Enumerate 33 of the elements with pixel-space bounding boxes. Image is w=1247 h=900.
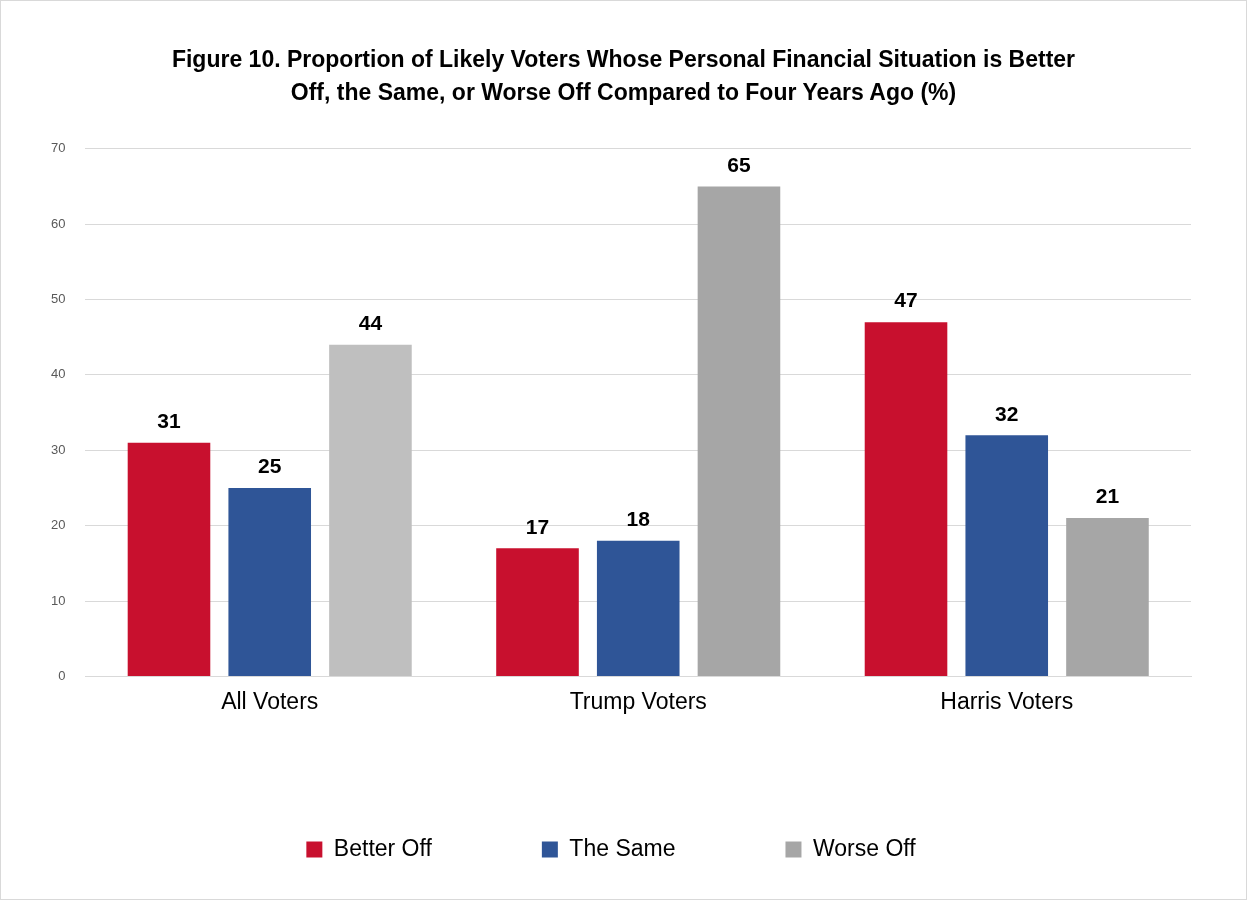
- data-label: 65: [727, 152, 751, 176]
- data-label: 47: [894, 288, 918, 312]
- legend-label: The Same: [569, 834, 676, 861]
- data-label: 31: [157, 409, 181, 433]
- x-tick-label: Harris Voters: [940, 687, 1074, 714]
- y-tick-label: 70: [50, 140, 66, 156]
- bar: [596, 540, 680, 676]
- y-tick-label: 30: [50, 441, 66, 457]
- bar: [228, 487, 312, 676]
- x-tick-label: Trump Voters: [569, 687, 707, 714]
- legend-label: Better Off: [333, 834, 433, 861]
- legend-label: Worse Off: [812, 834, 917, 861]
- y-tick-label: 20: [50, 517, 66, 533]
- data-label: 32: [995, 401, 1019, 425]
- data-label: 17: [525, 514, 550, 538]
- bar: [697, 186, 781, 676]
- y-tick-label: 0: [58, 667, 66, 683]
- data-label: 21: [1095, 484, 1120, 508]
- bar: [329, 344, 412, 676]
- data-label: 18: [626, 507, 651, 531]
- y-tick-label: 60: [50, 215, 66, 231]
- y-tick-label: 50: [50, 291, 66, 307]
- chart-title: Figure 10. Proportion of Likely Voters Whose Personal Financial Situation is Better Off, the Same, or Worse Off Compared to Four Years Ago (%): [170, 45, 1077, 107]
- data-label: 25: [258, 454, 282, 478]
- data-label: 44: [358, 311, 383, 335]
- bar: [965, 435, 1049, 676]
- x-tick-label: All Voters: [221, 687, 319, 714]
- bar: [1066, 518, 1149, 676]
- y-tick-label: 40: [50, 366, 66, 382]
- bar: [127, 442, 211, 676]
- bar: [864, 322, 948, 676]
- bar: [496, 548, 579, 676]
- y-tick-label: 10: [50, 592, 66, 608]
